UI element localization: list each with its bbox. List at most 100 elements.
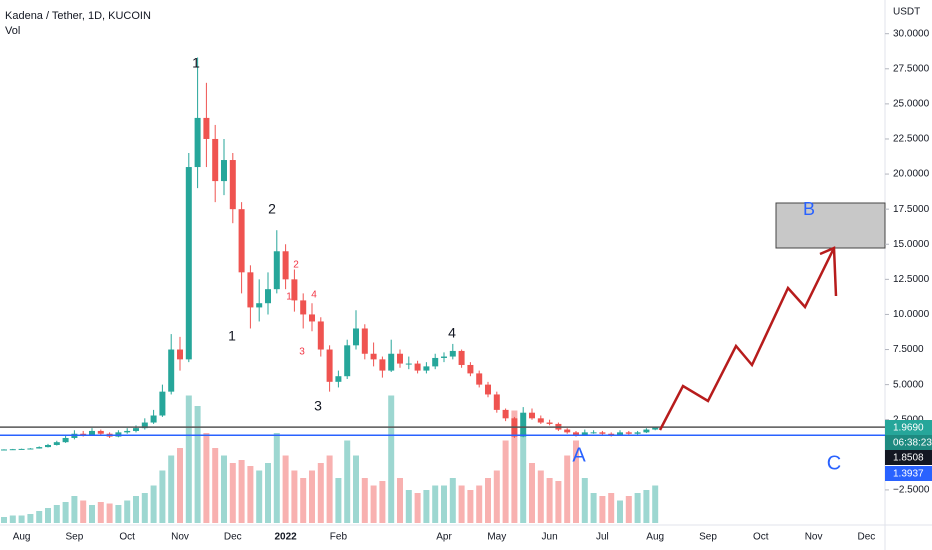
volume-bar — [282, 455, 289, 523]
candle-body — [634, 432, 641, 434]
annotation: 2 — [268, 201, 276, 217]
annotation: C — [827, 452, 841, 474]
x-tick-label: Aug — [646, 532, 664, 543]
price-lines — [0, 426, 885, 436]
candle-body — [458, 350, 465, 365]
candle-body — [185, 167, 192, 360]
candle-body — [449, 350, 456, 357]
volume-bar — [511, 410, 518, 523]
candle-body — [221, 160, 227, 182]
volume-bar — [581, 478, 588, 523]
candle-body — [300, 300, 307, 315]
volume-bar — [643, 490, 650, 523]
volume-bar — [458, 485, 465, 523]
volume-bar — [18, 515, 25, 523]
target-box — [775, 202, 886, 249]
volume-bar — [185, 395, 192, 523]
volume-bar — [194, 406, 201, 523]
x-tick-label: Feb — [330, 532, 348, 543]
volume-bar — [634, 493, 641, 523]
volume-bar — [537, 470, 544, 523]
volume-bar — [115, 505, 122, 523]
volume-bar — [564, 455, 571, 523]
volume-bar — [608, 493, 615, 523]
candle-body — [229, 160, 236, 210]
candle-body — [379, 359, 386, 371]
volume-bar — [493, 470, 500, 523]
candle-body — [546, 422, 553, 424]
annotation: 2 — [293, 260, 299, 271]
candle-body — [652, 427, 659, 430]
candle-body — [485, 384, 491, 395]
volume-bar — [71, 496, 78, 523]
candle-body — [537, 418, 544, 423]
volume-bar — [141, 493, 148, 523]
price-tag — [885, 420, 932, 435]
candle-body — [150, 415, 157, 423]
y-tick-label: 15.0000 — [893, 239, 930, 250]
candle-body — [133, 428, 139, 431]
volume-bar — [353, 455, 359, 523]
candle-body — [388, 353, 395, 371]
x-tick-label: Nov — [171, 532, 189, 543]
volume-bar — [159, 470, 166, 523]
volume-bar — [317, 463, 324, 523]
candle-body — [423, 366, 430, 371]
candle-body — [326, 349, 333, 382]
price-tag — [885, 435, 932, 450]
volume-bar — [106, 503, 113, 523]
volume-bar — [150, 485, 157, 523]
candle-body — [62, 437, 69, 443]
candle-body — [414, 363, 421, 371]
volume-pane — [1, 395, 659, 523]
volume-bar — [45, 508, 51, 523]
candle-body — [573, 432, 579, 436]
volume-bar — [238, 460, 245, 523]
candle-body — [282, 251, 289, 280]
volume-bar — [335, 478, 342, 523]
price-tag — [885, 450, 932, 465]
volume-bar — [625, 496, 632, 523]
volume-bar — [203, 433, 210, 523]
annotation: 3 — [299, 347, 305, 358]
y-tick-label: 12.5000 — [893, 274, 930, 285]
annotation: 3 — [314, 398, 322, 414]
x-tick-label: Nov — [805, 532, 823, 543]
annotation: 4 — [448, 325, 456, 341]
candle-body — [309, 314, 315, 322]
volume-bar — [599, 496, 606, 523]
candle-body — [80, 433, 87, 436]
candle-body — [520, 412, 527, 437]
volume-bar — [133, 496, 139, 523]
volume-bar — [467, 490, 474, 523]
candle-body — [590, 432, 597, 434]
y-tick-label: 20.0000 — [893, 169, 930, 180]
candle-body — [599, 432, 606, 434]
volume-bar — [617, 500, 623, 523]
volume-bar — [309, 470, 315, 523]
volume-bar — [555, 481, 562, 523]
candle-body — [291, 279, 298, 301]
candle-body — [476, 373, 483, 385]
volume-bar — [53, 505, 60, 523]
volume-bar — [36, 511, 43, 523]
projection-path — [658, 249, 835, 431]
annotation: 1 — [286, 292, 292, 303]
volume-bar — [265, 463, 271, 523]
volume-bar — [256, 470, 263, 523]
candle-body — [168, 349, 175, 392]
candle-body — [97, 430, 104, 434]
volume-bar — [326, 455, 333, 523]
price-tag-label: 06:38:23 — [893, 438, 932, 449]
candle-body — [177, 349, 183, 360]
candle-body — [608, 433, 615, 436]
y-tick-label: 7.5000 — [893, 344, 924, 355]
volume-bar — [89, 505, 95, 523]
candle-body — [493, 394, 500, 410]
candle-body — [397, 353, 403, 364]
volume-bar — [546, 478, 553, 523]
volume-bar — [177, 448, 183, 523]
x-tick-label: Oct — [119, 532, 135, 543]
candle-body — [273, 251, 280, 290]
